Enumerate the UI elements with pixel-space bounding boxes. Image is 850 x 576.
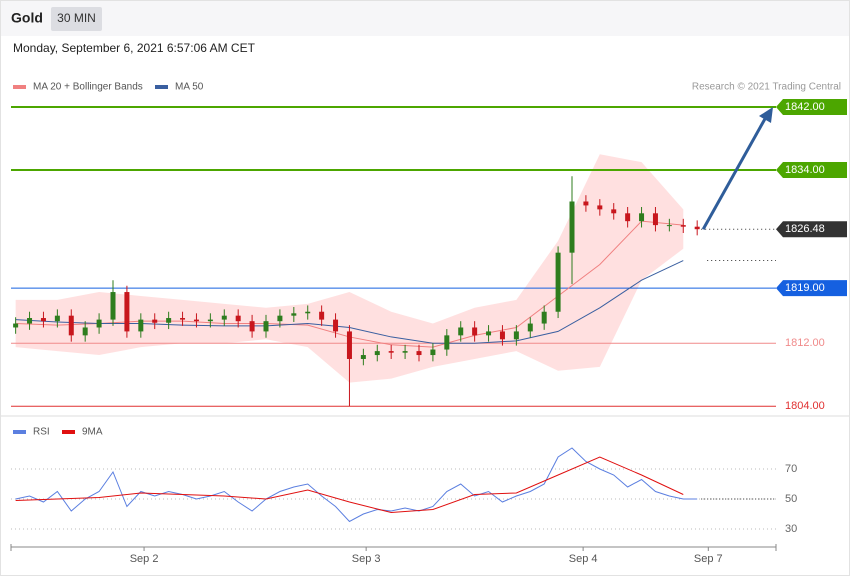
candle-body xyxy=(360,355,366,359)
candle-body xyxy=(180,318,186,320)
header-bar xyxy=(1,1,849,36)
candle-body xyxy=(430,349,436,356)
candle-body xyxy=(555,252,561,312)
candle-body xyxy=(374,351,380,356)
level-label: 1819.00 xyxy=(785,282,825,294)
timestamp: Monday, September 6, 2021 6:57:06 AM CET xyxy=(13,41,256,55)
candle-body xyxy=(694,226,700,230)
candle-body xyxy=(639,213,645,222)
candle-body xyxy=(166,318,172,323)
rsi-ma-line xyxy=(15,456,684,514)
candle-body xyxy=(305,311,311,314)
forecast-arrowhead xyxy=(759,106,773,123)
candle-body xyxy=(333,319,339,332)
candle-body xyxy=(193,319,199,322)
candle-body xyxy=(319,311,325,320)
legend-swatch xyxy=(62,430,75,434)
candle-body xyxy=(13,323,19,328)
rsi-tick-label: 70 xyxy=(785,463,797,475)
candle-body xyxy=(499,331,505,340)
candle-body xyxy=(444,335,450,350)
legend-label: MA 20 + Bollinger Bands xyxy=(33,82,143,93)
candle-body xyxy=(138,319,144,332)
rsi-tick-label: 30 xyxy=(785,523,797,535)
candle-body xyxy=(541,311,547,324)
candle-body xyxy=(416,351,422,356)
candle-body xyxy=(625,213,631,222)
level-tag xyxy=(776,280,847,297)
timeframe[interactable]: 30 MIN xyxy=(57,11,96,25)
x-tick-label: Sep 3 xyxy=(352,553,381,565)
candle-body xyxy=(388,351,394,353)
level-tag xyxy=(776,161,847,178)
candle-body xyxy=(249,321,255,332)
level-label: 1812.00 xyxy=(785,337,825,349)
candle-body xyxy=(277,315,283,322)
legend-label: 9MA xyxy=(82,427,103,438)
x-tick-label: Sep 2 xyxy=(130,553,159,565)
candle-body xyxy=(263,321,269,332)
candle-body xyxy=(597,205,603,210)
candle-body xyxy=(472,327,478,336)
candle-body xyxy=(611,209,617,214)
candle-body xyxy=(82,327,88,336)
rsi-tick-label: 50 xyxy=(785,493,797,505)
legend-swatch xyxy=(13,430,26,434)
candle-body xyxy=(652,213,658,226)
x-tick-label: Sep 4 xyxy=(569,553,598,565)
legend-swatch xyxy=(13,85,26,89)
candle-body xyxy=(569,201,575,253)
candle-body xyxy=(124,292,130,332)
candle-body xyxy=(207,319,213,322)
forecast-arrow xyxy=(701,116,768,230)
candle-body xyxy=(291,313,297,316)
candle-body xyxy=(346,331,352,359)
candle-body xyxy=(666,225,672,227)
last-price-tag xyxy=(776,221,847,238)
candle-body xyxy=(235,315,241,322)
candle-body xyxy=(527,323,533,332)
candle-body xyxy=(221,315,227,320)
instrument: Gold xyxy=(11,10,43,26)
level-label: 1804.00 xyxy=(785,400,825,412)
candle-body xyxy=(680,225,686,227)
last-price-label: 1826.48 xyxy=(785,223,825,235)
candle-body xyxy=(402,351,408,353)
legend-label: RSI xyxy=(33,427,50,438)
timeframe-badge[interactable] xyxy=(51,7,102,31)
credit: Research © 2021 Trading Central xyxy=(692,82,841,93)
rsi-line xyxy=(15,447,698,523)
candle-body xyxy=(486,331,492,336)
candle-body xyxy=(458,327,464,336)
level-label: 1834.00 xyxy=(785,164,825,176)
candle-body xyxy=(40,318,46,322)
candle-body xyxy=(583,201,589,206)
candle-body xyxy=(110,292,116,320)
candle-body xyxy=(68,315,74,336)
candle-body xyxy=(96,319,102,328)
candle-body xyxy=(152,319,158,323)
legend-swatch xyxy=(155,85,168,89)
level-label: 1842.00 xyxy=(785,101,825,113)
level-tag xyxy=(776,98,847,115)
x-tick-label: Sep 7 xyxy=(694,553,723,565)
legend-label: MA 50 xyxy=(175,82,204,93)
candle-body xyxy=(513,331,519,340)
candle-body xyxy=(54,315,60,322)
candle-body xyxy=(27,318,33,324)
